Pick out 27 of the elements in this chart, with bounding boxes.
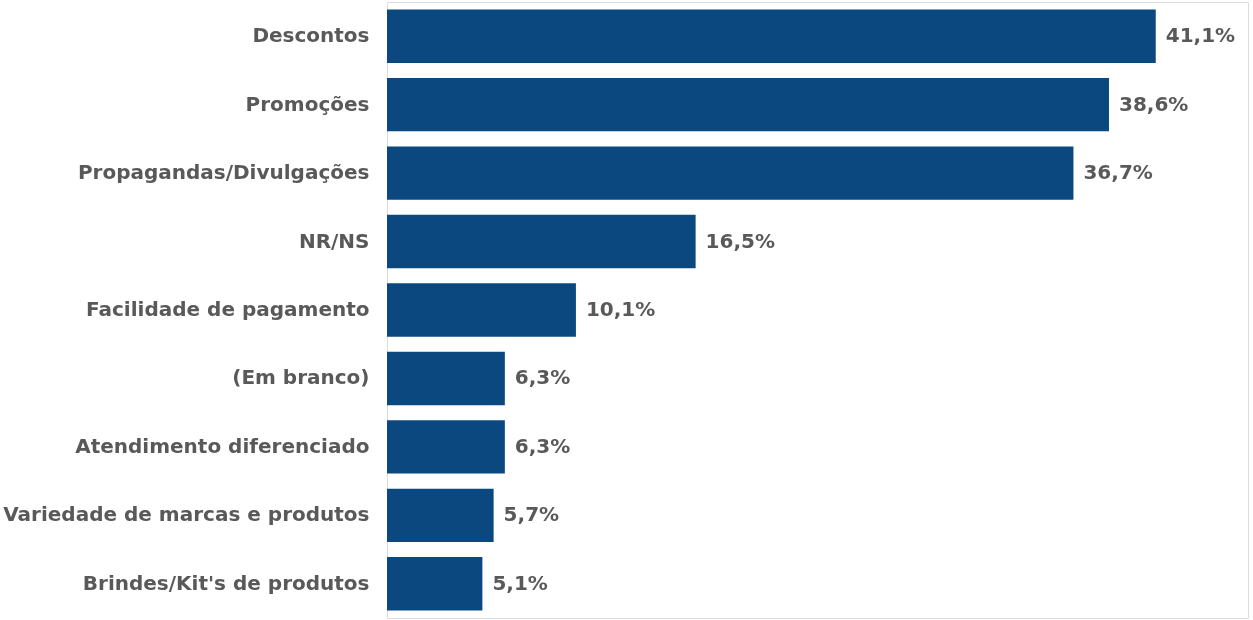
data-label: 10,1% <box>585 297 656 321</box>
y-tick-label: Promoções <box>245 91 370 116</box>
y-tick-label: (Em branco) <box>232 365 370 390</box>
data-label: 16,5% <box>705 228 776 253</box>
data-label: 6,3% <box>514 365 571 390</box>
bar <box>387 488 494 543</box>
bar <box>387 283 576 337</box>
y-tick-label: Propagandas/Divulgações <box>77 160 370 185</box>
bar <box>387 146 1074 200</box>
bar <box>387 77 1109 132</box>
data-label: 5,7% <box>503 502 560 527</box>
data-label: 6,3% <box>514 433 571 458</box>
data-label: 41,1% <box>1165 23 1236 48</box>
y-tick-label: Descontos <box>252 23 370 48</box>
data-label: 5,1% <box>492 570 548 595</box>
bar <box>387 214 696 269</box>
y-tick-label: Variedade de marcas e produtos <box>3 502 370 527</box>
y-tick-label: Atendimento diferenciado <box>75 433 370 458</box>
data-label: 38,6% <box>1118 91 1189 116</box>
bar <box>387 9 1156 63</box>
y-tick-label: NR/NS <box>298 228 370 253</box>
bar <box>387 557 483 611</box>
bar <box>387 351 505 406</box>
bar <box>387 420 505 474</box>
y-tick-label: Brindes/Kit's de produtos <box>82 570 370 595</box>
y-tick-label: Facilidade de pagamento <box>86 297 370 321</box>
data-label: 36,7% <box>1083 160 1153 185</box>
